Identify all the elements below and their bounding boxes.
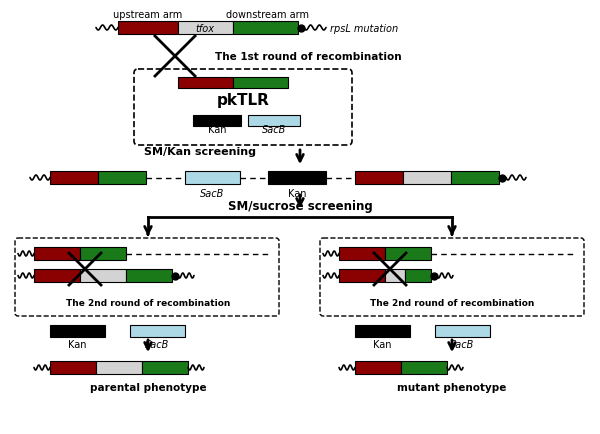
- Bar: [385, 247, 431, 260]
- Text: Kan: Kan: [68, 339, 86, 349]
- Text: SacB: SacB: [450, 339, 474, 349]
- Bar: [50, 171, 98, 184]
- Bar: [355, 171, 403, 184]
- Text: SacB: SacB: [262, 125, 286, 135]
- Text: SM/Kan screening: SM/Kan screening: [144, 147, 256, 157]
- Bar: [178, 22, 233, 35]
- Bar: [96, 361, 142, 374]
- Bar: [130, 325, 185, 337]
- Bar: [118, 22, 178, 35]
- Bar: [98, 171, 146, 184]
- Bar: [355, 361, 401, 374]
- Text: Kan: Kan: [373, 339, 391, 349]
- Bar: [405, 270, 431, 283]
- Bar: [34, 247, 80, 260]
- Bar: [339, 247, 385, 260]
- Text: upstream arm: upstream arm: [113, 10, 182, 20]
- Bar: [248, 116, 300, 127]
- Bar: [178, 78, 233, 89]
- Text: mutant phenotype: mutant phenotype: [397, 382, 506, 392]
- Text: rpsL mutation: rpsL mutation: [330, 23, 398, 33]
- Text: Kan: Kan: [208, 125, 226, 135]
- Text: The 1st round of recombination: The 1st round of recombination: [215, 52, 401, 62]
- Text: tfox: tfox: [196, 23, 215, 33]
- Bar: [50, 325, 105, 337]
- Text: Kan: Kan: [288, 188, 306, 198]
- Bar: [451, 171, 499, 184]
- Text: SacB: SacB: [200, 188, 224, 198]
- Text: parental phenotype: parental phenotype: [89, 382, 206, 392]
- Bar: [50, 361, 96, 374]
- Bar: [233, 22, 298, 35]
- FancyBboxPatch shape: [134, 70, 352, 146]
- Bar: [268, 171, 326, 184]
- Bar: [80, 270, 126, 283]
- Bar: [403, 171, 451, 184]
- Bar: [385, 270, 405, 283]
- Bar: [142, 361, 188, 374]
- Bar: [185, 171, 240, 184]
- Text: SacB: SacB: [145, 339, 169, 349]
- Text: downstream arm: downstream arm: [227, 10, 310, 20]
- Bar: [355, 325, 410, 337]
- Bar: [339, 270, 385, 283]
- Bar: [193, 116, 241, 127]
- FancyBboxPatch shape: [15, 238, 279, 316]
- Text: pkTLR: pkTLR: [217, 92, 269, 107]
- Bar: [233, 78, 288, 89]
- Text: The 2nd round of recombination: The 2nd round of recombination: [370, 298, 534, 307]
- Bar: [34, 270, 80, 283]
- Bar: [80, 247, 126, 260]
- Bar: [401, 361, 447, 374]
- Text: SM/sucrose screening: SM/sucrose screening: [227, 200, 373, 213]
- Bar: [126, 270, 172, 283]
- Text: The 2nd round of recombination: The 2nd round of recombination: [66, 298, 230, 307]
- Bar: [435, 325, 490, 337]
- FancyBboxPatch shape: [320, 238, 584, 316]
